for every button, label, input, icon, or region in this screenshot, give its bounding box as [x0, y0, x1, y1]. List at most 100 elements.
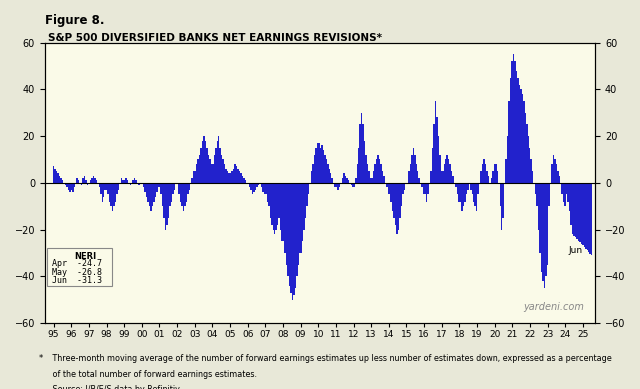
Bar — [423, 183, 424, 194]
Bar — [335, 183, 336, 187]
Bar — [166, 183, 168, 225]
Bar — [206, 148, 207, 183]
Bar — [143, 183, 144, 187]
Bar — [237, 169, 239, 183]
Bar — [584, 183, 585, 247]
Bar — [552, 155, 554, 183]
Bar — [72, 183, 74, 192]
Bar — [228, 173, 230, 183]
Text: NERI: NERI — [74, 252, 97, 261]
Bar — [116, 183, 118, 194]
Bar — [426, 183, 428, 202]
Bar — [125, 178, 127, 183]
Bar — [439, 155, 440, 183]
Bar — [182, 183, 184, 211]
Bar — [323, 150, 324, 183]
Bar — [148, 183, 150, 206]
Bar — [69, 183, 70, 192]
Bar — [307, 183, 308, 206]
Bar — [81, 183, 83, 185]
Bar — [250, 183, 252, 190]
Bar — [321, 145, 323, 183]
Bar — [204, 136, 205, 183]
Bar — [542, 183, 544, 281]
Bar — [536, 183, 538, 206]
Bar — [556, 164, 557, 183]
Bar — [351, 183, 352, 185]
Bar — [507, 136, 508, 183]
Bar — [501, 183, 502, 230]
Bar — [303, 183, 305, 230]
Text: of the total number of forward earnings estimates.: of the total number of forward earnings … — [45, 370, 257, 378]
Bar — [413, 148, 414, 183]
Bar — [548, 183, 550, 206]
Bar — [495, 164, 497, 183]
Bar — [484, 164, 486, 183]
Bar — [187, 183, 189, 194]
Bar — [172, 183, 174, 194]
Bar — [268, 183, 269, 206]
Bar — [448, 159, 449, 183]
Bar — [301, 183, 302, 253]
Bar — [112, 183, 113, 211]
Bar — [225, 169, 227, 183]
Bar — [566, 183, 567, 194]
Bar — [440, 171, 442, 183]
Bar — [392, 183, 394, 211]
Bar — [474, 183, 476, 206]
Bar — [60, 178, 61, 183]
Bar — [241, 176, 243, 183]
Bar — [59, 176, 60, 183]
Bar — [65, 183, 66, 185]
Bar — [320, 148, 321, 183]
Bar — [346, 178, 348, 183]
Bar — [275, 183, 277, 230]
Bar — [455, 183, 457, 187]
Bar — [415, 164, 417, 183]
Text: Jun: Jun — [569, 246, 583, 255]
Bar — [53, 166, 54, 183]
Bar — [476, 183, 477, 211]
Bar — [545, 183, 547, 276]
Bar — [467, 183, 468, 190]
Bar — [283, 183, 284, 241]
Bar — [109, 183, 110, 202]
Bar — [152, 183, 153, 206]
Bar — [360, 124, 361, 183]
Bar — [578, 183, 579, 241]
Bar — [144, 183, 146, 192]
Bar — [318, 143, 320, 183]
Bar — [513, 54, 515, 183]
Bar — [255, 183, 256, 190]
Bar — [561, 183, 563, 194]
Bar — [376, 159, 377, 183]
Bar — [564, 183, 566, 206]
Bar — [362, 124, 364, 183]
Bar — [121, 178, 122, 183]
Bar — [264, 183, 265, 194]
Bar — [83, 178, 84, 183]
Bar — [438, 136, 439, 183]
Bar — [174, 183, 175, 190]
Bar — [87, 183, 88, 185]
Bar — [522, 94, 523, 183]
Bar — [492, 171, 493, 183]
Bar — [178, 183, 180, 194]
Bar — [486, 171, 488, 183]
Bar — [379, 159, 380, 183]
Bar — [212, 164, 214, 183]
Bar — [278, 183, 280, 218]
Bar — [317, 143, 318, 183]
Bar — [305, 183, 307, 218]
Bar — [265, 183, 267, 194]
Bar — [433, 124, 435, 183]
Bar — [483, 159, 484, 183]
Text: Apr  -24.7: Apr -24.7 — [52, 259, 102, 268]
Bar — [162, 183, 163, 206]
Bar — [342, 178, 343, 183]
Bar — [557, 171, 559, 183]
Bar — [460, 183, 461, 202]
Bar — [286, 183, 287, 265]
Bar — [180, 183, 181, 202]
Bar — [54, 169, 56, 183]
